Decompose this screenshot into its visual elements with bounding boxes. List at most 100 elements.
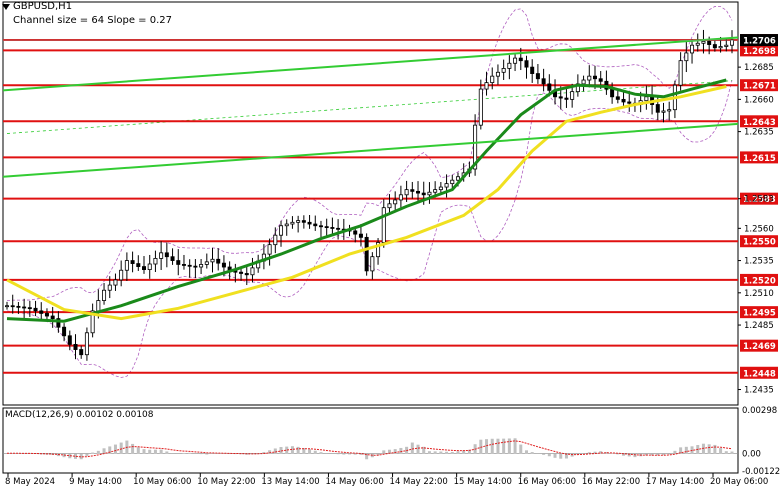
- macd-bar-38: [222, 453, 226, 454]
- candle-body-72: [416, 190, 421, 194]
- candle-body-9: [56, 318, 61, 328]
- macd-bar-59: [342, 453, 346, 455]
- candle-body-43: [250, 267, 255, 276]
- macd-bar-124: [713, 444, 717, 454]
- candle-body-68: [393, 199, 398, 205]
- candle-body-84: [484, 82, 489, 90]
- y-tick-label-4: 1.2560: [744, 224, 774, 234]
- candle-body-31: [181, 264, 186, 266]
- candle-body-14: [84, 332, 89, 356]
- candle-body-102: [587, 75, 592, 81]
- candle-body-86: [495, 71, 500, 77]
- macd-bar-75: [433, 451, 437, 454]
- level-tag-6: [740, 235, 778, 248]
- macd-bar-34: [199, 453, 203, 455]
- candle-body-1: [10, 305, 15, 308]
- macd-bar-116: [667, 453, 671, 455]
- candle-body-36: [210, 258, 215, 263]
- macd-bar-2: [16, 453, 20, 454]
- macd-bar-14: [85, 453, 89, 456]
- x-tick-label-10: 17 May 14:00: [646, 477, 704, 487]
- candle-body-24: [142, 266, 147, 270]
- candle-body-27: [159, 252, 164, 259]
- candle-body-66: [381, 207, 386, 243]
- candle-body-127: [730, 39, 735, 46]
- candle-body-74: [427, 191, 432, 196]
- macd-bar-90: [519, 444, 523, 454]
- macd-bar-119: [684, 446, 688, 454]
- macd-bar-65: [376, 453, 380, 456]
- macd-bar-125: [719, 448, 723, 454]
- macd-bar-109: [627, 453, 631, 457]
- y-tick-label-2: 1.2635: [744, 128, 774, 138]
- macd-bar-58: [336, 453, 340, 455]
- candle-body-107: [615, 96, 620, 100]
- main-plot-frame: [2, 1, 739, 406]
- candle-body-106: [610, 88, 615, 98]
- candle-body-54: [313, 223, 318, 227]
- macd-bar-1: [11, 453, 15, 454]
- candle-body-78: [450, 179, 455, 185]
- candle-body-115: [661, 110, 666, 113]
- level-label-10: 1.2448: [743, 369, 776, 379]
- macd-bar-107: [616, 453, 620, 455]
- macd-bar-92: [530, 452, 534, 454]
- candle-body-7: [44, 313, 49, 317]
- level-label-7: 1.2520: [743, 276, 776, 286]
- x-tick-label-0: 8 May 2024: [5, 477, 55, 487]
- candle-body-55: [318, 225, 323, 228]
- macd-signal-line: [7, 440, 733, 458]
- macd-bar-24: [142, 449, 146, 454]
- level-label-9: 1.2469: [743, 342, 776, 352]
- candle-body-62: [358, 233, 363, 238]
- macd-bar-123: [707, 444, 711, 454]
- candle-body-98: [564, 97, 569, 100]
- candle-body-41: [239, 271, 244, 274]
- macd-bar-76: [439, 451, 443, 454]
- candle-body-22: [130, 260, 135, 264]
- macd-bar-95: [547, 453, 551, 457]
- macd-bar-93: [536, 453, 540, 454]
- macd-bar-62: [359, 453, 363, 455]
- macd-bar-26: [153, 449, 157, 454]
- macd-bar-127: [730, 451, 734, 454]
- candle-body-34: [199, 264, 204, 268]
- candle-body-73: [421, 192, 426, 196]
- candle-body-29: [170, 256, 175, 261]
- candle-body-64: [370, 256, 375, 272]
- channel-middle-line: [6, 80, 733, 134]
- macd-bar-106: [610, 452, 614, 454]
- x-tick-label-8: 16 May 06:00: [518, 477, 576, 487]
- macd-bar-89: [513, 438, 517, 454]
- candle-body-118: [678, 60, 683, 86]
- macd-bar-114: [656, 453, 660, 456]
- macd-bar-48: [279, 447, 283, 454]
- candle-body-77: [444, 183, 449, 188]
- macd-bar-35: [205, 453, 209, 455]
- chart-title: GBPUSD,H1: [13, 1, 73, 12]
- candle-body-26: [153, 258, 158, 265]
- level-tag-4: [740, 151, 778, 164]
- macd-label: MACD(12,26,9) 0.00102 0.00108: [5, 410, 154, 420]
- candle-body-6: [39, 310, 44, 314]
- macd-bar-57: [330, 453, 334, 454]
- chart-menu-arrow-icon[interactable]: [2, 4, 10, 10]
- candle-body-4: [27, 307, 32, 310]
- candle-body-104: [598, 78, 603, 82]
- candle-body-11: [67, 335, 72, 345]
- candle-body-30: [176, 260, 181, 265]
- candle-body-18: [107, 284, 112, 291]
- macd-bar-50: [290, 446, 294, 454]
- macd-bar-68: [393, 449, 397, 454]
- macd-bar-91: [524, 450, 528, 454]
- macd-bar-49: [285, 446, 289, 454]
- y-tick-label-1: 1.2660: [744, 95, 774, 105]
- macd-bar-16: [96, 450, 100, 454]
- candle-body-38: [221, 262, 226, 268]
- y-tick-label-6: 1.2510: [744, 289, 774, 299]
- x-tick-label-7: 15 May 14:00: [454, 477, 512, 487]
- macd-bar-18: [108, 446, 112, 454]
- macd-bar-70: [405, 446, 409, 454]
- candle-body-109: [627, 101, 632, 104]
